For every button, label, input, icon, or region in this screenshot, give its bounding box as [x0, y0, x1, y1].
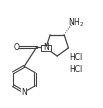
Text: NH$_2$: NH$_2$ — [68, 16, 84, 29]
Text: N: N — [21, 88, 27, 97]
FancyBboxPatch shape — [41, 45, 51, 51]
Text: HCl: HCl — [69, 65, 82, 74]
Text: N: N — [43, 43, 49, 52]
Text: HCl: HCl — [69, 53, 82, 62]
Text: O: O — [14, 43, 20, 52]
